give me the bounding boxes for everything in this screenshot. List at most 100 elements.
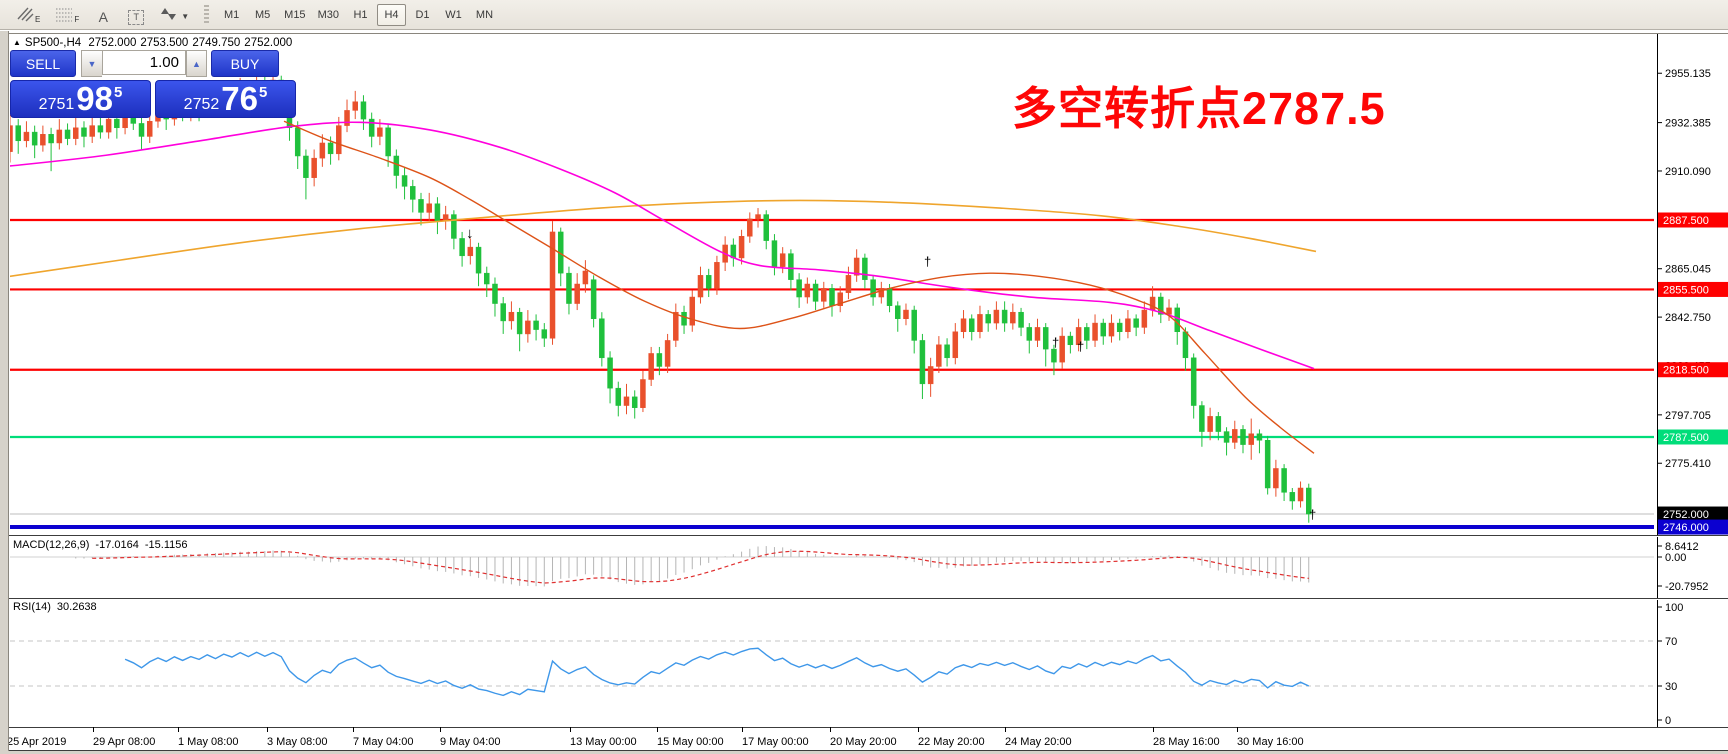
price-badge-2752.000	[1658, 506, 1728, 522]
macd-value-1: -17.0164	[95, 539, 139, 551]
sell-button[interactable]: SELL	[10, 50, 76, 77]
ohlc-low: 2749.750	[192, 37, 241, 49]
svg-text:70: 70	[1665, 636, 1677, 648]
text-label-icon: T	[128, 9, 145, 25]
timeframe-m15[interactable]: M15	[279, 4, 310, 26]
timeframe-w1[interactable]: W1	[439, 4, 468, 26]
rsi-name: RSI(14)	[13, 601, 51, 613]
svg-text:9 May 04:00: 9 May 04:00	[440, 736, 501, 748]
text-a-icon: A	[98, 8, 108, 25]
svg-text:2855.500: 2855.500	[1663, 284, 1709, 296]
timeframe-h1[interactable]: H1	[346, 4, 375, 26]
timeframe-h4[interactable]: H4	[376, 3, 406, 26]
svg-text:29 Apr 08:00: 29 Apr 08:00	[93, 736, 155, 748]
symbol-timeframe: SP500-,H4	[24, 37, 82, 49]
chart-text-annotation: 多空转折点2787.5	[1012, 83, 1386, 134]
timeframe-m1[interactable]: M1	[217, 4, 246, 26]
timeframe-m5[interactable]: M5	[248, 4, 277, 26]
rsi-value: 30.2638	[56, 601, 97, 613]
spinner-up-icon: ▲	[192, 58, 201, 69]
svg-text:2865.045: 2865.045	[1665, 264, 1711, 276]
arrows-icon	[160, 6, 178, 25]
toolbar-grip[interactable]	[204, 4, 210, 25]
svg-text:†: †	[924, 254, 931, 269]
svg-text:2818.500: 2818.500	[1663, 365, 1709, 377]
timeframe-m30[interactable]: M30	[313, 4, 344, 26]
buy-button[interactable]: BUY	[211, 50, 279, 77]
rsi-panel	[10, 640, 1654, 697]
svg-text:†: †	[1052, 335, 1059, 350]
toolbar: E F A T ▼ M1 M5 M15 M30 H1 H4 D1 W1 MN	[0, 0, 1728, 30]
svg-text:2932.385: 2932.385	[1665, 118, 1711, 130]
timeframe-mn[interactable]: MN	[470, 4, 499, 26]
svg-text:2797.705: 2797.705	[1665, 410, 1711, 422]
svg-text:100: 100	[1665, 602, 1683, 614]
svg-text:2910.090: 2910.090	[1665, 166, 1711, 178]
svg-text:2842.750: 2842.750	[1665, 312, 1711, 324]
fibonacci-grid-icon	[55, 6, 73, 25]
svg-text:8.6412: 8.6412	[1665, 541, 1699, 553]
draw-lines-tool-button[interactable]: E	[12, 3, 44, 27]
buy-price-box[interactable]: 2752 76 5	[155, 80, 296, 118]
svg-text:0.00: 0.00	[1665, 552, 1686, 564]
date-axis: 25 Apr 2019 29 Apr 08:00 1 May 08:00 3 May …	[7, 727, 1304, 748]
text-tool-button[interactable]: A	[90, 3, 116, 27]
svg-text:0: 0	[1665, 715, 1671, 727]
svg-text:28 May 16:00: 28 May 16:00	[1153, 736, 1220, 748]
svg-text:24 May 20:00: 24 May 20:00	[1005, 736, 1072, 748]
svg-text:†: †	[1077, 339, 1084, 354]
svg-text:25 Apr 2019: 25 Apr 2019	[7, 736, 66, 748]
price-badge-2855.500	[1658, 281, 1728, 297]
timeframe-d1[interactable]: D1	[408, 4, 437, 26]
svg-text:22 May 20:00: 22 May 20:00	[918, 736, 985, 748]
sell-price-fraction: 5	[113, 84, 123, 101]
svg-text:†: †	[1309, 507, 1316, 522]
sell-price-box[interactable]: 2751 98 5	[10, 80, 151, 118]
macd-name: MACD(12,26,9)	[13, 539, 90, 551]
svg-text:2887.500: 2887.500	[1663, 215, 1709, 227]
ohlc-open: 2752.000	[88, 37, 137, 49]
ma-gold	[10, 199, 1317, 278]
collapse-triangle-icon: ▲	[13, 38, 21, 47]
rsi-indicator-label: RSI(14) 30.2638	[13, 601, 103, 613]
svg-text:2955.135: 2955.135	[1665, 68, 1711, 80]
svg-text:3 May 08:00: 3 May 08:00	[267, 736, 328, 748]
price-badge-2787.500	[1658, 429, 1728, 445]
label-tool-button[interactable]: T	[123, 3, 149, 27]
svg-text:15 May 00:00: 15 May 00:00	[657, 736, 724, 748]
tool-sublabel: E	[35, 14, 41, 24]
fibonacci-tool-button[interactable]: F	[51, 3, 83, 27]
price-panel: ↓ † † † †	[10, 71, 1654, 530]
chart-frame	[0, 33, 1728, 752]
ma-magenta	[10, 121, 1315, 370]
svg-text:2746.000: 2746.000	[1663, 522, 1709, 534]
svg-text:17 May 00:00: 17 May 00:00	[742, 736, 809, 748]
macd-indicator-label: MACD(12,26,9) -17.0164 -15.1156	[13, 539, 193, 551]
svg-text:7 May 04:00: 7 May 04:00	[353, 736, 414, 748]
volume-decrease-button[interactable]: ▼	[81, 50, 102, 77]
buy-price-handle: 2752	[183, 96, 220, 113]
ma-orange	[283, 120, 1315, 454]
svg-text:30: 30	[1665, 681, 1677, 693]
price-axis: 2955.135 2932.385 2910.090 2865.045 2842.750…	[1657, 68, 1728, 727]
price-badge-2887.500	[1658, 212, 1728, 228]
svg-text:13 May 00:00: 13 May 00:00	[570, 736, 637, 748]
spinner-down-icon: ▼	[87, 58, 97, 69]
svg-text:30 May 16:00: 30 May 16:00	[1237, 736, 1304, 748]
svg-text:1 May 08:00: 1 May 08:00	[178, 736, 239, 748]
svg-text:↓: ↓	[466, 225, 474, 242]
rsi-line	[124, 647, 1310, 697]
ohlc-close: 2752.000	[244, 37, 293, 49]
price-badge-2818.500	[1658, 362, 1728, 378]
svg-text:2775.410: 2775.410	[1665, 458, 1711, 470]
chart-left-margin	[0, 31, 9, 754]
volume-increase-button[interactable]: ▲	[186, 50, 207, 77]
chevron-down-icon: ▼	[181, 11, 190, 21]
arrows-tool-button[interactable]: ▼	[156, 3, 193, 27]
svg-text:-20.7952: -20.7952	[1665, 581, 1708, 593]
tool-sublabel: F	[74, 14, 80, 24]
ohlc-high: 2753.500	[140, 37, 189, 49]
volume-input[interactable]	[102, 50, 186, 75]
one-click-trade-panel: SELL ▼ ▲ BUY 2751 98 5 2752 76 5	[10, 50, 300, 118]
price-badge-2746.000	[1658, 519, 1728, 535]
